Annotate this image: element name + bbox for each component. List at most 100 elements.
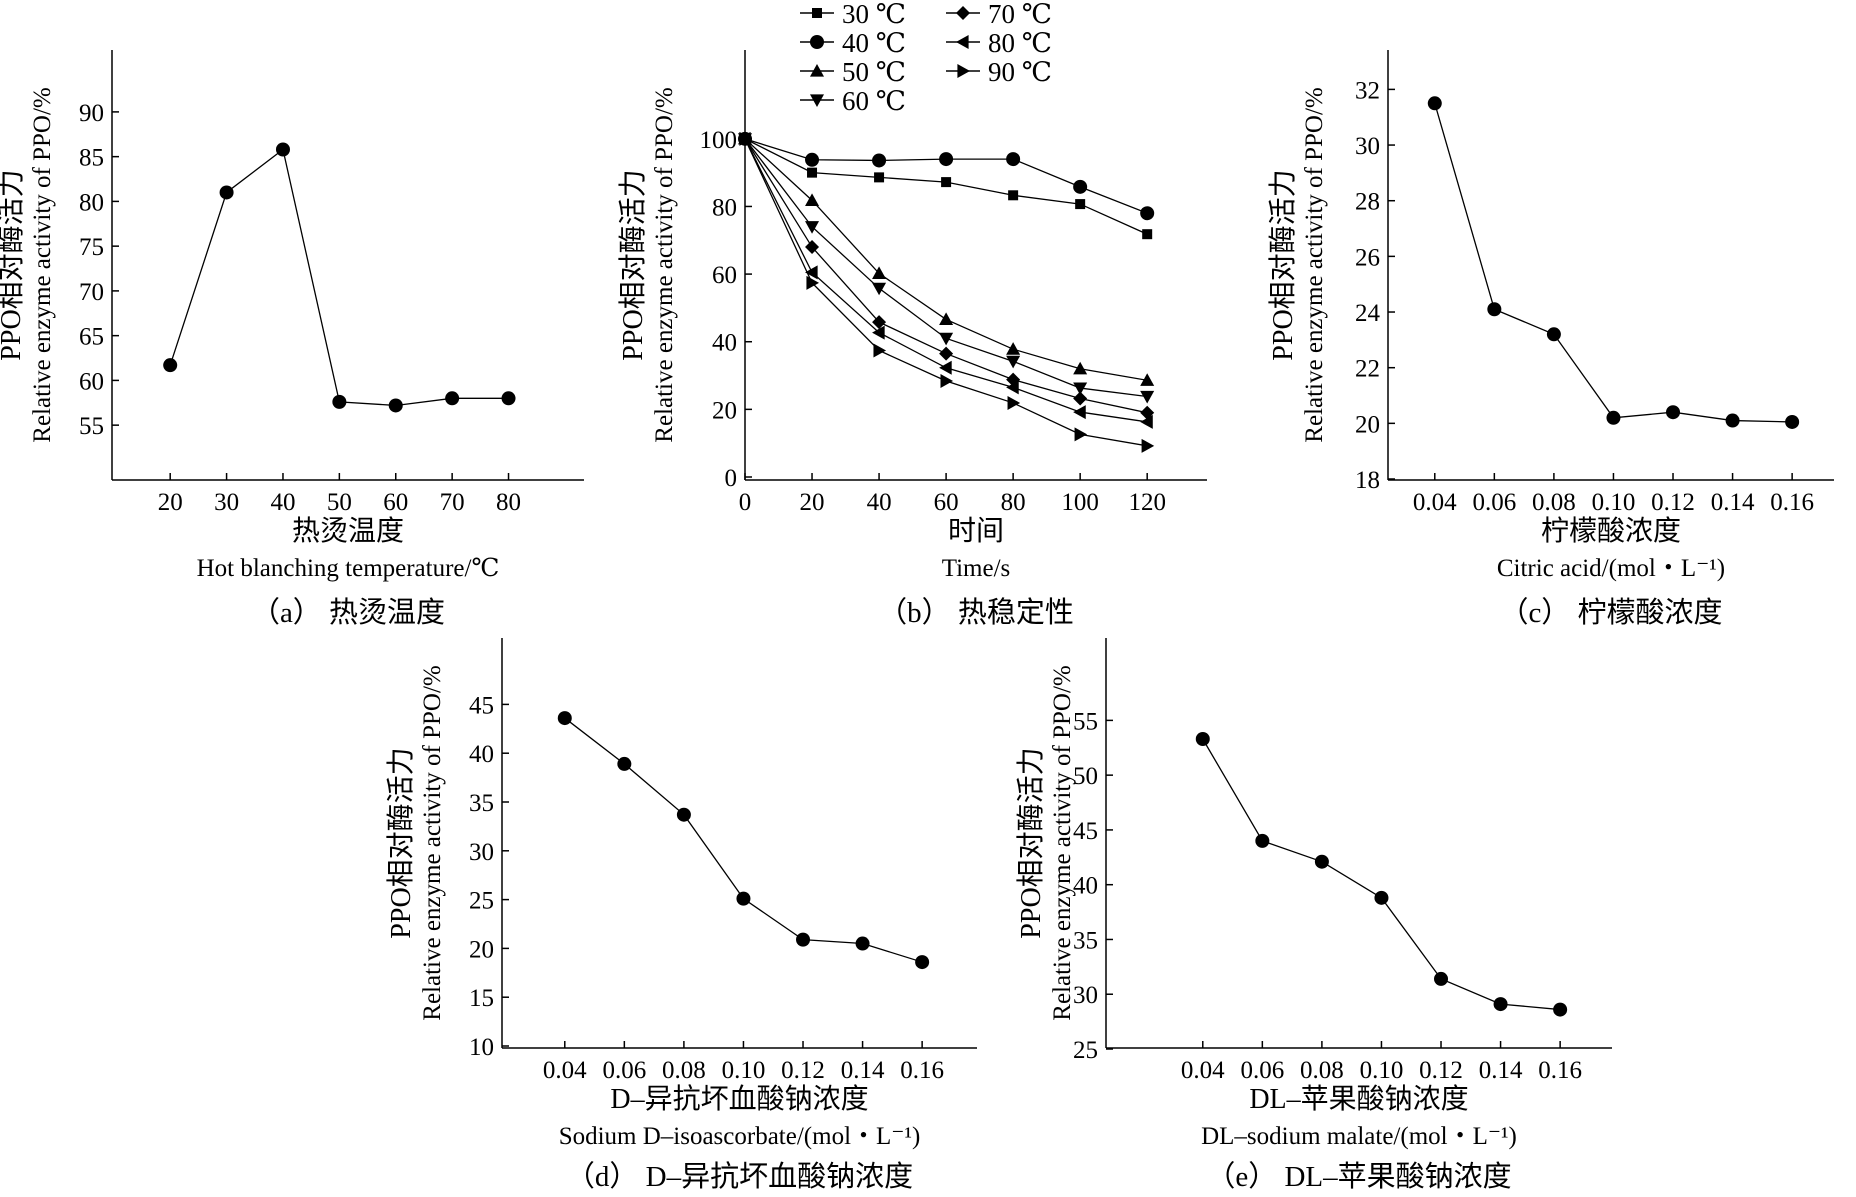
- panel-caption: （c） 柠檬酸浓度: [1499, 596, 1722, 629]
- x-axis-title-zh: 柠檬酸浓度: [1541, 515, 1681, 547]
- data-point: [557, 711, 572, 726]
- legend-swatch-marker: [812, 8, 822, 18]
- y-tick-label: 18: [1355, 467, 1380, 494]
- x-tick-label: 0.16: [1770, 489, 1814, 516]
- y-tick-label: 30: [469, 839, 494, 866]
- x-tick-label: 0.14: [1479, 1057, 1523, 1084]
- data-point: [1073, 361, 1088, 375]
- x-tick-label: 70: [440, 489, 465, 516]
- data-point: [805, 193, 820, 206]
- y-tick-label: 60: [79, 368, 104, 395]
- series-line-d: [564, 717, 923, 963]
- legend-item: 30 ℃: [800, 0, 906, 29]
- legend-label: 50 ℃: [842, 57, 906, 87]
- data-point: [219, 185, 234, 200]
- data-point: [805, 240, 820, 255]
- x-tick-label: 0.08: [662, 1057, 706, 1084]
- data-point: [940, 373, 954, 388]
- y-tick-label: 26: [1355, 244, 1380, 271]
- y-tick-label: 20: [1355, 411, 1380, 438]
- x-tick-label: 120: [1128, 489, 1166, 516]
- y-tick-label: 20: [712, 397, 737, 424]
- x-tick-label: 0.12: [1651, 489, 1695, 516]
- y-tick-label: 100: [700, 127, 738, 154]
- data-point: [1140, 390, 1155, 404]
- panel-caption: （e） DL–苹果酸钠浓度: [1206, 1160, 1511, 1193]
- x-tick-label: 0.06: [1472, 489, 1516, 516]
- data-point: [1006, 380, 1019, 395]
- y-axis-title-en: Relative enzyme activity of PPO/%: [419, 665, 446, 1020]
- data-point: [1073, 179, 1088, 194]
- chart-panel-b: 0 20 40 60 80 100 120 0 20 40 60 80 100 PPO相对酶活力 Relat…: [617, 0, 1207, 629]
- legend-swatch-marker: [956, 35, 969, 49]
- x-tick-label: 0.04: [543, 1057, 587, 1084]
- x-tick-label: 0.12: [1419, 1057, 1463, 1084]
- data-point: [1007, 395, 1021, 410]
- data-point: [1006, 355, 1021, 369]
- x-tick-label: 30: [214, 489, 239, 516]
- legend-label: 70 ℃: [988, 0, 1052, 29]
- data-point: [1073, 391, 1088, 406]
- x-tick-label: 0.12: [781, 1057, 825, 1084]
- data-point: [939, 332, 954, 346]
- legend-label: 30 ℃: [842, 0, 906, 29]
- data-point: [1606, 410, 1621, 425]
- x-tick-label: 0.06: [602, 1057, 646, 1084]
- data-point: [941, 177, 952, 188]
- x-tick-label: 40: [867, 489, 892, 516]
- y-axis-title-zh: PPO相对酶活力: [1267, 169, 1299, 360]
- y-tick-label: 0: [725, 465, 738, 492]
- y-tick-label: 90: [79, 100, 104, 127]
- y-axis-title-zh: PPO相对酶活力: [617, 169, 649, 360]
- y-tick-label: 55: [79, 413, 104, 440]
- data-point: [1008, 190, 1019, 201]
- x-tick-label: 0.10: [1360, 1057, 1404, 1084]
- data-point: [805, 265, 818, 280]
- data-point: [805, 221, 820, 234]
- x-axis-title-en: Time/s: [942, 555, 1011, 582]
- x-axis-title-zh: DL–苹果酸钠浓度: [1249, 1083, 1468, 1115]
- y-axis-title-en: Relative enzyme activity of PPO/%: [1301, 87, 1328, 442]
- data-point: [807, 167, 818, 178]
- data-point: [1785, 414, 1800, 429]
- x-tick-label: 0.04: [1181, 1057, 1225, 1084]
- data-point: [739, 131, 752, 146]
- y-tick-label: 10: [469, 1034, 494, 1061]
- y-axis-title-zh: PPO相对酶活力: [385, 747, 417, 938]
- y-axis-title-en: Relative enzyme activity of PPO/%: [651, 87, 678, 442]
- series-line-c: [1434, 103, 1793, 423]
- data-point: [275, 142, 290, 157]
- data-point: [873, 343, 887, 358]
- legend-swatch-marker: [810, 64, 824, 77]
- x-tick-label: 60: [934, 489, 959, 516]
- data-point: [939, 346, 954, 361]
- data-point: [1434, 971, 1449, 986]
- y-tick-label: 20: [469, 936, 494, 963]
- x-tick-label: 0.06: [1240, 1057, 1284, 1084]
- x-tick-label: 20: [800, 489, 825, 516]
- x-tick-label: 0.08: [1532, 489, 1576, 516]
- panel-caption: （b） 热稳定性: [878, 596, 1074, 629]
- x-axis-title-zh: 时间: [948, 515, 1004, 547]
- data-point: [1493, 997, 1508, 1012]
- y-tick-label: 45: [469, 692, 494, 719]
- x-tick-label: 0.08: [1300, 1057, 1344, 1084]
- x-tick-label: 0.16: [900, 1057, 944, 1084]
- legend: 30 ℃40 ℃50 ℃60 ℃ 70 ℃80 ℃90 ℃: [800, 0, 1052, 116]
- data-point: [872, 153, 887, 168]
- x-tick-label: 20: [158, 489, 183, 516]
- data-point: [872, 266, 887, 280]
- series-line-40c: [744, 138, 1148, 214]
- data-point: [1140, 206, 1155, 221]
- data-point: [1255, 833, 1270, 848]
- series-line-e: [1202, 738, 1561, 1011]
- y-tick-label: 40: [1073, 873, 1098, 900]
- series-line-a: [169, 148, 509, 407]
- y-tick-label: 24: [1355, 300, 1381, 327]
- data-point: [915, 955, 930, 970]
- legend-item: 80 ℃: [946, 28, 1052, 58]
- data-point: [1553, 1002, 1568, 1017]
- legend-swatch-marker: [956, 6, 970, 20]
- x-tick-label: 0.14: [1711, 489, 1755, 516]
- legend-swatch-marker: [810, 94, 824, 107]
